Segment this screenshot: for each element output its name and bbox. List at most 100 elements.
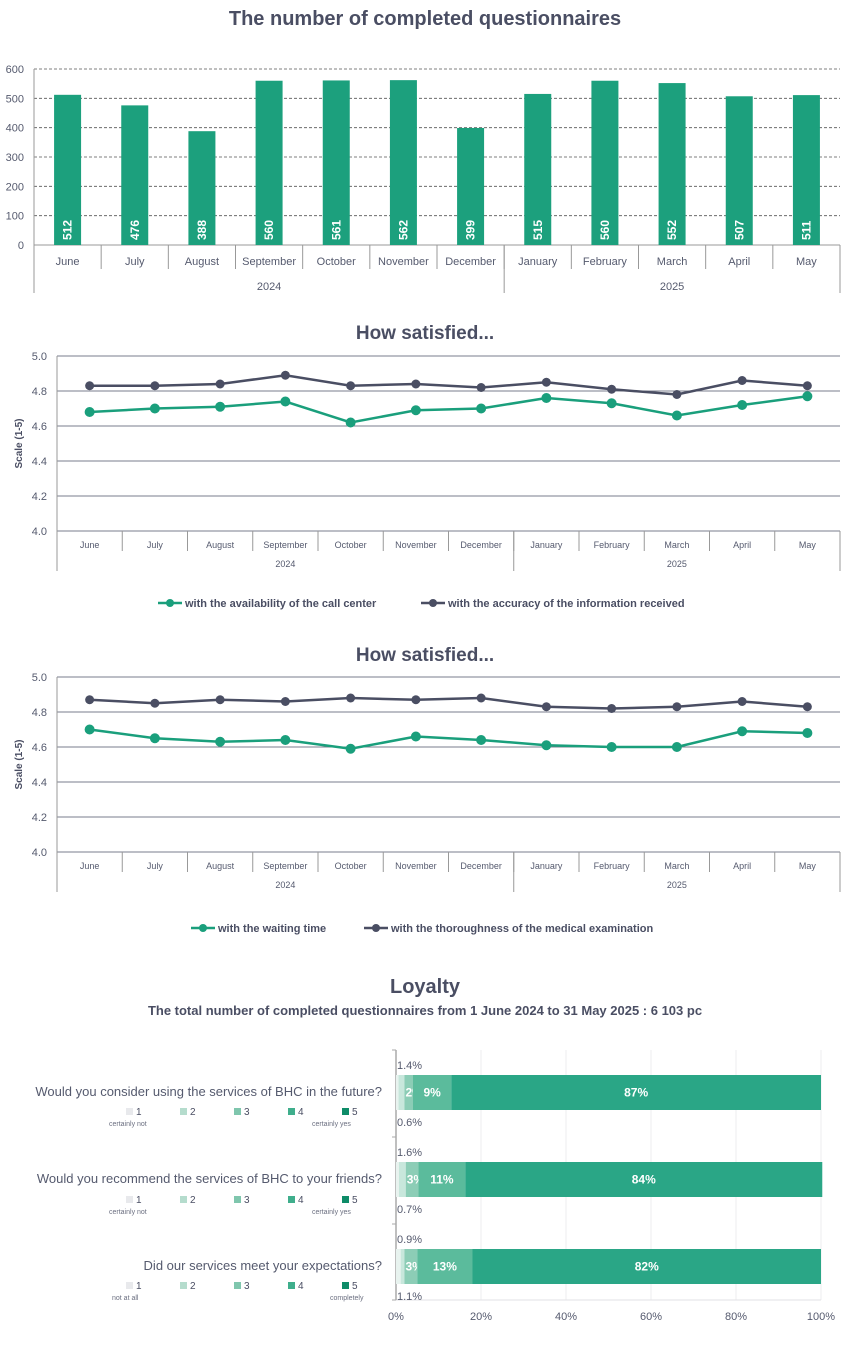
- small-segment-label: 1.6%: [397, 1147, 422, 1159]
- bar: [524, 93, 552, 245]
- bar-value-label: 388: [195, 220, 209, 240]
- segment-value-label: 82%: [635, 1260, 659, 1274]
- bar-value-label: 560: [262, 220, 276, 240]
- legend-marker-icon: [372, 924, 380, 932]
- x-tick-label: November: [395, 861, 437, 871]
- x-tick-label: January: [530, 861, 563, 871]
- data-point: [607, 704, 617, 713]
- bar-segment: [465, 1162, 823, 1197]
- x-tick-label: 60%: [640, 1311, 662, 1323]
- legend-level: 2: [190, 1195, 196, 1206]
- x-tick-label: February: [583, 256, 628, 268]
- segment-value-label: 11%: [430, 1173, 454, 1187]
- x-tick-label: April: [733, 861, 751, 871]
- bar-value-label: 507: [732, 220, 746, 240]
- satisfaction-line-chart-2: 4.0 4.2 4.4 4.6 4.8 5.0 Scale (1-5) June July Aug…: [14, 672, 841, 935]
- series-line-1: [89, 728, 808, 751]
- legend-level: 1: [136, 1195, 142, 1206]
- small-segment-label: 0.6%: [397, 1117, 422, 1129]
- legend-level: 4: [298, 1195, 304, 1206]
- data-point: [606, 398, 617, 409]
- likert-legend-item: 5: [342, 1195, 358, 1206]
- legend-swatch-icon: [126, 1108, 133, 1115]
- segment-value-label: 13%: [433, 1260, 457, 1274]
- data-point: [737, 726, 748, 737]
- likert-legend-item: 5: [342, 1281, 358, 1292]
- x-tick-label: September: [263, 540, 307, 550]
- legend-label: with the waiting time: [217, 923, 326, 935]
- bar: [322, 80, 350, 245]
- legend-level: 5: [352, 1107, 358, 1118]
- x-tick-label: March: [664, 861, 689, 871]
- bar-segment: [404, 1075, 413, 1110]
- bar-value-label: 552: [665, 220, 679, 240]
- bar-segment: [398, 1075, 405, 1110]
- question-label: Did our services meet your expectations?: [143, 1258, 382, 1273]
- x-tick-label: May: [799, 861, 817, 871]
- x-tick-label: January: [518, 256, 558, 268]
- bar: [121, 105, 149, 245]
- scale-anchor-low: certainly not: [109, 1209, 147, 1216]
- legend-level: 3: [244, 1195, 250, 1206]
- bar-segment: [413, 1075, 452, 1110]
- question-label: Would you consider using the services of…: [35, 1084, 382, 1099]
- legend-marker-icon: [429, 599, 437, 607]
- bar: [389, 80, 417, 245]
- data-point: [150, 381, 160, 391]
- small-segment-label: 1.1%: [397, 1291, 422, 1303]
- legend-level: 4: [298, 1281, 304, 1292]
- likert-legend-item: 4: [288, 1195, 304, 1206]
- x-tick-label: 40%: [555, 1311, 577, 1323]
- likert-legend: 1 2 3 4 5 certainly not certainly yes: [109, 1107, 370, 1137]
- bar-segment: [472, 1249, 821, 1284]
- data-point: [671, 410, 682, 421]
- legend-level: 5: [352, 1281, 358, 1292]
- series-line-2: [89, 373, 808, 396]
- bar-chart-title: The number of completed questionnaires: [228, 8, 622, 30]
- y-tick-label: 500: [6, 93, 24, 105]
- data-point: [84, 724, 95, 735]
- data-point: [85, 381, 95, 391]
- y-tick-label: 4.2: [32, 812, 47, 824]
- y-tick-label: 4.6: [32, 742, 47, 754]
- x-tick-label: August: [206, 540, 235, 550]
- bar: [457, 127, 485, 245]
- data-point: [346, 381, 356, 391]
- scale-anchor-high: completely: [330, 1295, 364, 1302]
- legend-swatch-icon: [180, 1282, 187, 1289]
- x-tick-label: May: [799, 540, 817, 550]
- x-tick-label: May: [796, 256, 817, 268]
- bar-value-label: 561: [329, 220, 343, 240]
- y-tick-label: 100: [6, 211, 24, 223]
- y-tick-label: 4.4: [32, 777, 47, 789]
- data-point: [346, 693, 356, 703]
- data-point: [802, 381, 812, 391]
- segment-value-label: 87%: [624, 1086, 648, 1100]
- data-point: [410, 731, 421, 742]
- year-label: 2024: [275, 880, 295, 890]
- y-tick-label: 5.0: [32, 672, 47, 684]
- legend-swatch-icon: [180, 1196, 187, 1203]
- data-point: [672, 390, 682, 399]
- data-point: [280, 735, 291, 745]
- y-tick-label: 4.2: [32, 491, 47, 503]
- year-label: 2024: [275, 559, 295, 569]
- data-point: [672, 702, 682, 712]
- data-point: [476, 383, 486, 392]
- scale-anchor-high: certainly yes: [312, 1209, 351, 1216]
- y-tick-label: 4.8: [32, 707, 47, 719]
- legend-swatch-icon: [234, 1108, 241, 1115]
- x-tick-label: February: [594, 861, 631, 871]
- bar-segment: [405, 1162, 419, 1197]
- data-point: [802, 391, 813, 402]
- legend-level: 3: [244, 1281, 250, 1292]
- y-tick-label: 400: [6, 123, 24, 135]
- data-point: [345, 417, 356, 428]
- x-tick-label: 80%: [725, 1311, 747, 1323]
- x-tick-label: 100%: [807, 1311, 835, 1323]
- legend-level: 4: [298, 1107, 304, 1118]
- legend-swatch-icon: [342, 1196, 349, 1203]
- loyalty-stacked-bar-chart: 0%20%40%60%80%100%2%9%87%1.4%0.6%3%11%84…: [388, 1049, 835, 1323]
- small-segment-label: 0.9%: [397, 1234, 422, 1246]
- small-segment-label: 0.7%: [397, 1204, 422, 1216]
